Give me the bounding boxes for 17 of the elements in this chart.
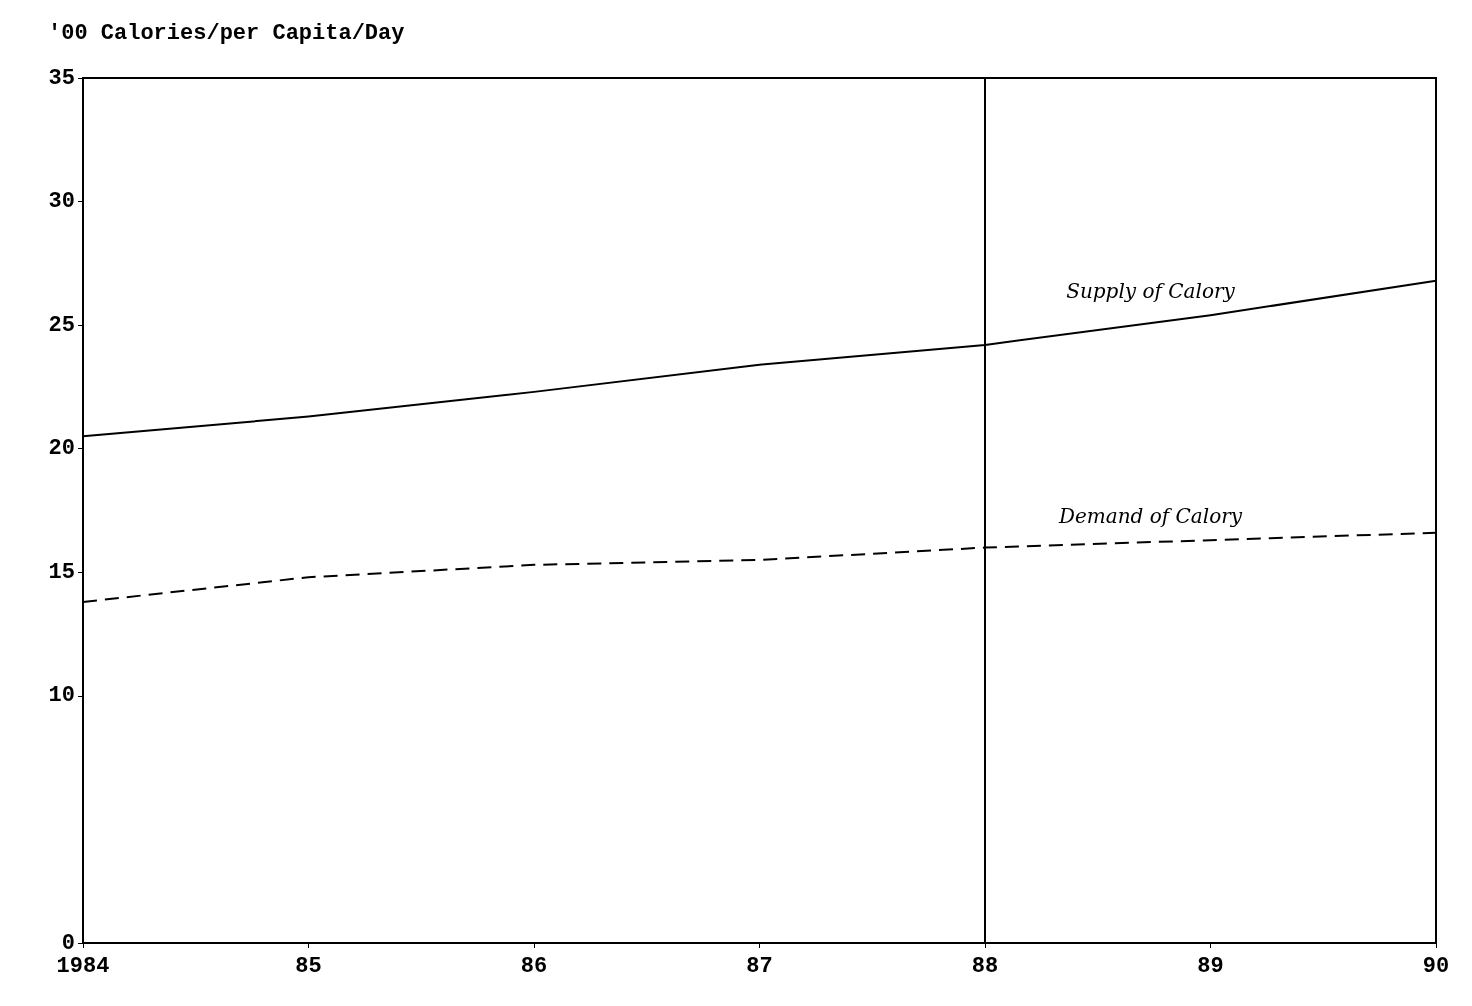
y-tick-label: 35 xyxy=(48,65,75,91)
x-tick-label: 1984 xyxy=(56,953,110,979)
x-tick-label: 90 xyxy=(1422,953,1450,979)
x-tick-label: 88 xyxy=(971,953,999,979)
x-tick-label: 87 xyxy=(746,953,773,979)
y-axis-title: '00 Calories/per Capita/Day xyxy=(48,20,405,46)
y-tick-label: 30 xyxy=(48,189,75,215)
series-label: Supply of Calory xyxy=(1066,279,1236,304)
y-tick-label: 10 xyxy=(48,683,75,709)
y-tick-label: 20 xyxy=(48,436,75,462)
x-tick-label: 86 xyxy=(520,953,548,979)
y-tick-label: 25 xyxy=(48,312,75,338)
y-tick-label: 0 xyxy=(61,930,75,956)
x-tick-label: 85 xyxy=(295,953,322,979)
series-label: Demand of Calory xyxy=(1057,504,1243,529)
y-tick-label: 15 xyxy=(48,559,75,585)
x-tick-label: 89 xyxy=(1197,953,1224,979)
